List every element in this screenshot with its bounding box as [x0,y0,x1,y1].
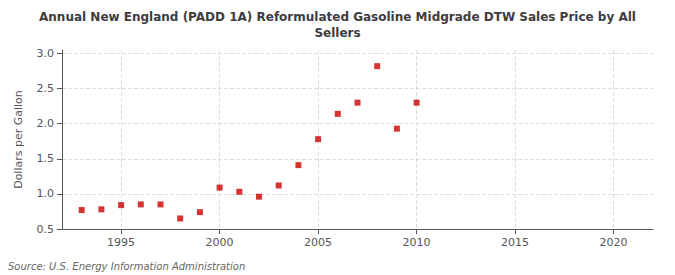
svg-text:2000: 2000 [206,236,234,249]
svg-text:1.5: 1.5 [37,152,55,165]
svg-text:2005: 2005 [304,236,332,249]
svg-text:2015: 2015 [501,236,529,249]
svg-text:Dollars per Gallon: Dollars per Gallon [12,90,25,189]
svg-text:1.0: 1.0 [37,187,55,200]
svg-text:2020: 2020 [600,236,628,249]
svg-text:Annual New England (PADD 1A) R: Annual New England (PADD 1A) Reformulate… [39,10,636,24]
svg-text:3.0: 3.0 [37,47,55,60]
svg-text:Source: U.S. Energy Informatio: Source: U.S. Energy Information Administ… [8,261,245,272]
svg-text:1995: 1995 [107,236,135,249]
svg-text:2010: 2010 [403,236,431,249]
svg-text:Sellers: Sellers [314,26,360,40]
svg-text:2.5: 2.5 [37,82,55,95]
svg-text:0.5: 0.5 [37,223,55,236]
svg-text:2.0: 2.0 [37,117,55,130]
